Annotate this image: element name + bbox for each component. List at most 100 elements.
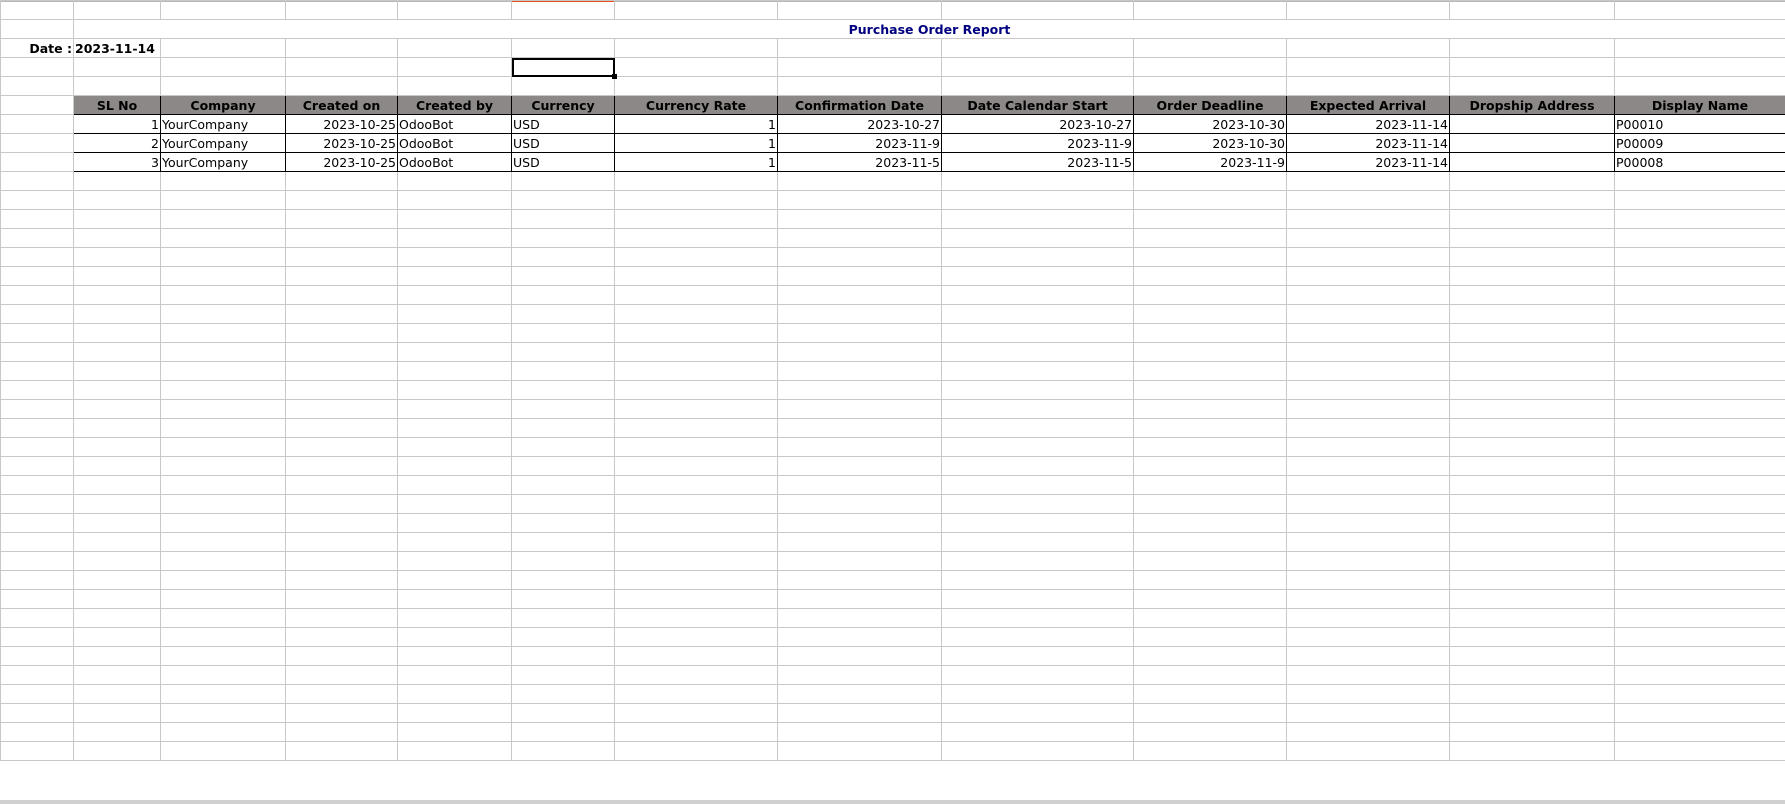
table-cell[interactable] [1449, 152, 1615, 172]
empty-cell[interactable] [1449, 323, 1615, 343]
empty-cell[interactable] [777, 247, 942, 267]
empty-cell[interactable] [511, 342, 615, 362]
empty-cell[interactable] [1614, 741, 1785, 761]
empty-cell[interactable] [614, 228, 778, 248]
empty-cell[interactable] [397, 76, 512, 96]
empty-cell[interactable] [285, 513, 398, 533]
date-value[interactable]: 2023-11-14 [73, 38, 161, 58]
empty-cell[interactable] [1449, 266, 1615, 286]
empty-cell[interactable] [73, 627, 161, 647]
empty-cell[interactable] [1286, 190, 1450, 210]
empty-cell[interactable] [285, 608, 398, 628]
empty-cell[interactable] [160, 494, 286, 514]
empty-cell[interactable] [73, 76, 161, 96]
empty-cell[interactable] [0, 494, 74, 514]
empty-cell[interactable] [1614, 513, 1785, 533]
empty-cell[interactable] [285, 437, 398, 457]
empty-cell[interactable] [285, 361, 398, 381]
empty-cell[interactable] [397, 437, 512, 457]
empty-cell[interactable] [777, 285, 942, 305]
empty-cell[interactable] [285, 342, 398, 362]
empty-cell[interactable] [941, 456, 1134, 476]
empty-cell[interactable] [1614, 76, 1785, 96]
empty-cell[interactable] [1133, 646, 1287, 666]
empty-cell[interactable] [160, 0, 286, 20]
empty-cell[interactable] [511, 665, 615, 685]
empty-cell[interactable] [777, 741, 942, 761]
empty-cell[interactable] [1614, 684, 1785, 704]
empty-cell[interactable] [285, 646, 398, 666]
empty-cell[interactable] [941, 38, 1134, 58]
empty-cell[interactable] [160, 532, 286, 552]
empty-cell[interactable] [941, 361, 1134, 381]
empty-cell[interactable] [160, 323, 286, 343]
empty-cell[interactable] [1449, 589, 1615, 609]
empty-cell[interactable] [511, 0, 615, 20]
empty-cell[interactable] [1449, 0, 1615, 20]
empty-cell[interactable] [1133, 722, 1287, 742]
empty-cell[interactable] [1286, 171, 1450, 191]
empty-cell[interactable] [1286, 76, 1450, 96]
empty-cell[interactable] [1133, 741, 1287, 761]
empty-cell[interactable] [285, 665, 398, 685]
empty-cell[interactable] [614, 646, 778, 666]
empty-cell[interactable] [1286, 627, 1450, 647]
empty-cell[interactable] [614, 0, 778, 20]
table-cell[interactable]: OdooBot [397, 152, 512, 172]
empty-cell[interactable] [160, 456, 286, 476]
empty-cell[interactable] [1133, 418, 1287, 438]
empty-cell[interactable] [777, 513, 942, 533]
empty-cell[interactable] [614, 266, 778, 286]
empty-cell[interactable] [1449, 703, 1615, 723]
empty-cell[interactable] [614, 171, 778, 191]
table-cell[interactable]: 2023-10-25 [285, 114, 398, 134]
empty-cell[interactable] [1286, 532, 1450, 552]
empty-cell[interactable] [614, 342, 778, 362]
empty-cell[interactable] [1133, 665, 1287, 685]
empty-cell[interactable] [73, 209, 161, 229]
empty-cell[interactable] [511, 380, 615, 400]
empty-cell[interactable] [1449, 665, 1615, 685]
empty-cell[interactable] [0, 0, 74, 20]
empty-cell[interactable] [941, 646, 1134, 666]
empty-cell[interactable] [1286, 38, 1450, 58]
table-cell[interactable]: 2023-11-5 [777, 152, 942, 172]
bottom-scrollbar[interactable] [0, 800, 1785, 804]
empty-cell[interactable] [777, 646, 942, 666]
empty-cell[interactable] [614, 513, 778, 533]
table-cell[interactable]: 2023-11-5 [941, 152, 1134, 172]
empty-cell[interactable] [1133, 627, 1287, 647]
empty-cell[interactable] [73, 418, 161, 438]
empty-cell[interactable] [397, 570, 512, 590]
empty-cell[interactable] [1286, 247, 1450, 267]
empty-cell[interactable] [160, 589, 286, 609]
empty-cell[interactable] [1614, 437, 1785, 457]
empty-cell[interactable] [511, 361, 615, 381]
table-cell[interactable] [1449, 133, 1615, 153]
report-title[interactable]: Purchase Order Report [73, 19, 1785, 39]
empty-cell[interactable] [397, 266, 512, 286]
empty-cell[interactable] [285, 399, 398, 419]
empty-cell[interactable] [1133, 589, 1287, 609]
table-cell[interactable]: USD [511, 133, 615, 153]
empty-cell[interactable] [73, 57, 161, 77]
empty-cell[interactable] [1614, 228, 1785, 248]
empty-cell[interactable] [1286, 342, 1450, 362]
empty-cell[interactable] [1449, 684, 1615, 704]
empty-cell[interactable] [73, 608, 161, 628]
empty-cell[interactable] [0, 190, 74, 210]
table-cell[interactable]: YourCompany [160, 133, 286, 153]
empty-cell[interactable] [777, 228, 942, 248]
empty-cell[interactable] [285, 285, 398, 305]
empty-cell[interactable] [1614, 532, 1785, 552]
empty-cell[interactable] [614, 551, 778, 571]
empty-cell[interactable] [1286, 304, 1450, 324]
empty-cell[interactable] [511, 646, 615, 666]
empty-cell[interactable] [285, 475, 398, 495]
empty-cell[interactable] [1286, 57, 1450, 77]
empty-cell[interactable] [1133, 551, 1287, 571]
empty-cell[interactable] [397, 741, 512, 761]
empty-cell[interactable] [614, 741, 778, 761]
table-cell[interactable]: USD [511, 152, 615, 172]
table-cell[interactable]: 2023-10-27 [777, 114, 942, 134]
